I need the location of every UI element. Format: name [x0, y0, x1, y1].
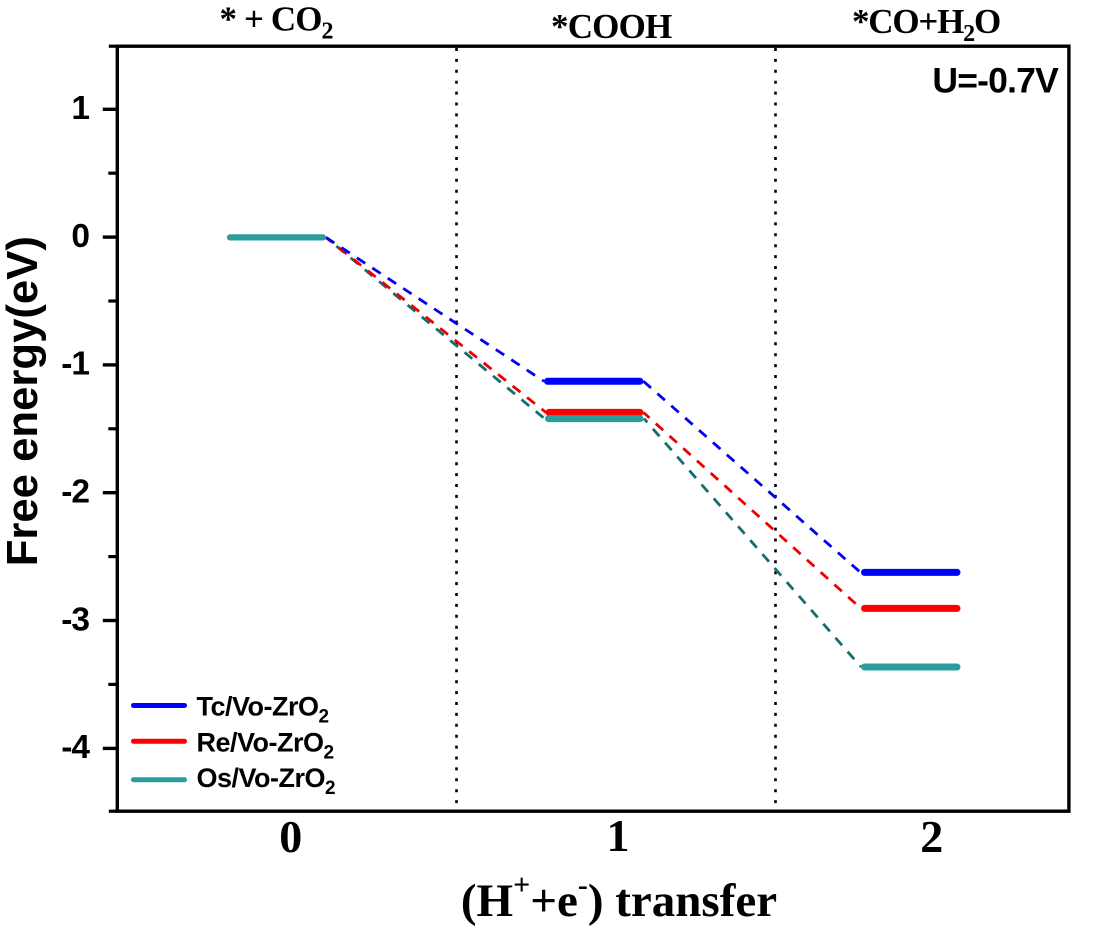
- svg-text:-1: -1: [61, 346, 89, 383]
- svg-text:0: 0: [279, 811, 302, 862]
- svg-text:1: 1: [607, 810, 630, 861]
- svg-text:*COOH: *COOH: [551, 7, 672, 46]
- svg-text:2: 2: [920, 811, 943, 862]
- svg-text:U=-0.7V: U=-0.7V: [932, 61, 1059, 101]
- svg-text:(H++e-) transfer: (H++e-) transfer: [461, 869, 777, 928]
- svg-text:* + CO2: * + CO2: [220, 0, 333, 45]
- svg-text:-2: -2: [61, 474, 89, 511]
- svg-text:*CO+H2O: *CO+H2O: [852, 2, 1000, 47]
- svg-text:-3: -3: [61, 601, 89, 638]
- svg-text:0: 0: [71, 218, 89, 255]
- svg-text:Re/Vo-ZrO2: Re/Vo-ZrO2: [197, 727, 334, 763]
- svg-text:-4: -4: [61, 729, 90, 766]
- svg-text:Free energy(eV): Free energy(eV): [0, 236, 47, 566]
- svg-text:Os/Vo-ZrO2: Os/Vo-ZrO2: [197, 763, 336, 799]
- svg-text:1: 1: [71, 90, 89, 127]
